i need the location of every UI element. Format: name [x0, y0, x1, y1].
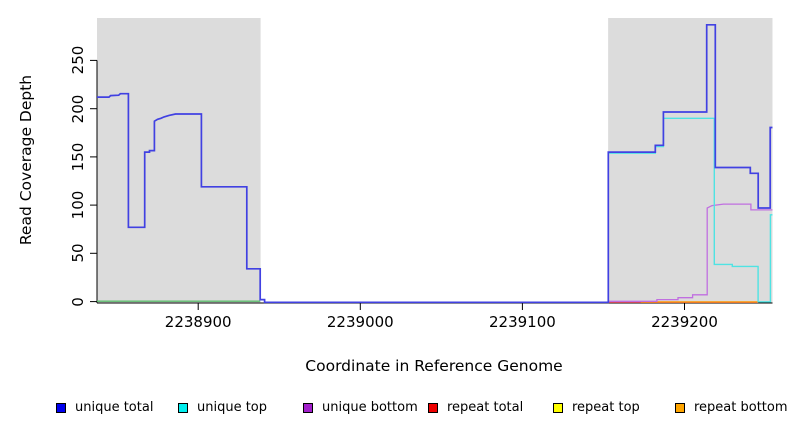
x-tick-label: 2239000: [326, 313, 394, 331]
shaded-region: [608, 18, 773, 303]
x-tick-label: 2239100: [488, 313, 556, 331]
legend-item-unique-bottom: unique bottom: [303, 400, 418, 415]
legend-label: repeat total: [447, 400, 524, 415]
legend-item-repeat-bottom: repeat bottom: [675, 400, 788, 415]
y-tick-label: 250: [69, 46, 87, 75]
x-axis-title: Coordinate in Reference Genome: [305, 357, 563, 375]
y-tick-label: 0: [69, 296, 87, 307]
x-tick-label: 2239200: [651, 313, 718, 331]
y-tick-label: 50: [69, 243, 87, 263]
legend-item-unique-total: unique total: [56, 400, 153, 415]
legend-label: unique total: [75, 400, 154, 415]
legend-swatch-unique-bottom: [303, 402, 313, 413]
legend-swatch-unique-total: [56, 402, 66, 413]
y-tick-label: 100: [69, 190, 87, 220]
legend-label: repeat bottom: [694, 400, 788, 415]
legend-item-unique-top: unique top: [178, 400, 267, 415]
legend-swatch-repeat-top: [553, 402, 563, 413]
legend-label: unique bottom: [322, 400, 418, 415]
legend-swatch-repeat-total: [428, 402, 438, 413]
series-unique-bottom: [608, 203, 773, 302]
y-tick-label: 200: [69, 94, 87, 124]
legend-label: repeat top: [572, 400, 640, 415]
legend-item-repeat-top: repeat top: [553, 400, 640, 415]
y-axis-title: Read Coverage Depth: [17, 74, 35, 246]
legend-swatch-repeat-bottom: [675, 402, 685, 413]
y-tick-label: 150: [69, 142, 87, 172]
x-tick-label: 2238900: [164, 313, 232, 331]
legend-swatch-unique-top: [178, 402, 188, 413]
series-unique-total: [97, 23, 773, 304]
legend-label: unique top: [197, 400, 268, 415]
legend-item-repeat-total: repeat total: [428, 400, 523, 415]
shaded-region: [97, 18, 261, 303]
